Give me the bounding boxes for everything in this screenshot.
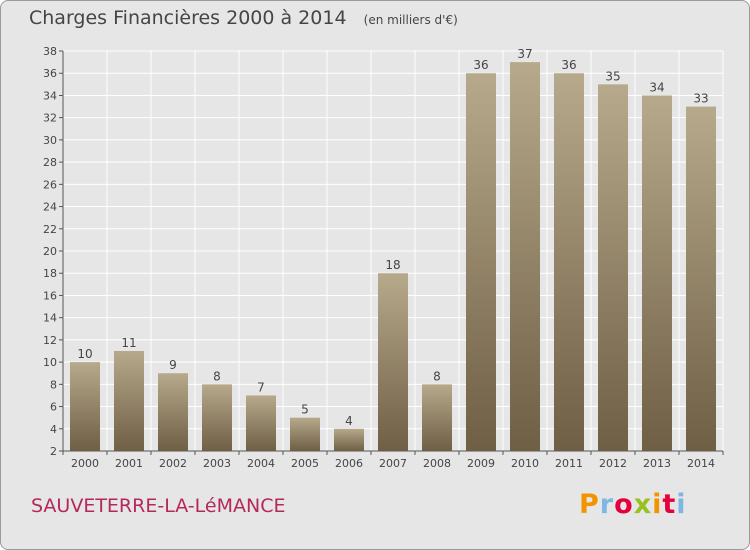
y-tick-label: 20: [43, 245, 57, 258]
x-tick-label: 2010: [511, 457, 539, 470]
bar: [202, 384, 232, 451]
y-tick-label: 18: [43, 267, 57, 280]
logo-letter: P: [579, 489, 600, 520]
x-tick-label: 2001: [115, 457, 143, 470]
y-tick-label: 26: [43, 178, 57, 191]
y-tick-label: 28: [43, 156, 57, 169]
title-row: Charges Financières 2000 à 2014 (en mill…: [29, 7, 458, 29]
data-label: 8: [433, 369, 441, 383]
logo-letter: x: [633, 489, 653, 520]
data-label: 35: [605, 69, 620, 83]
commune-name: SAUVETERRE-LA-LéMANCE: [31, 495, 286, 517]
y-tick-label: 2: [50, 445, 57, 458]
logo-letter: o: [614, 489, 634, 520]
x-tick-label: 2002: [159, 457, 187, 470]
x-tick-label: 2014: [687, 457, 715, 470]
logo-letter: r: [599, 489, 615, 520]
x-tick-label: 2004: [247, 457, 275, 470]
y-tick-label: 30: [43, 134, 57, 147]
bar: [246, 395, 276, 451]
data-label: 5: [301, 403, 309, 417]
y-tick-label: 36: [43, 67, 57, 80]
bar: [290, 417, 320, 451]
y-tick-label: 38: [43, 45, 57, 58]
bar: [466, 73, 496, 451]
data-label: 37: [517, 47, 532, 61]
bar: [642, 95, 672, 451]
chart-subtitle: (en milliers d'€): [363, 13, 458, 27]
data-label: 9: [169, 358, 177, 372]
bar: [378, 273, 408, 451]
x-tick-label: 2000: [71, 457, 99, 470]
y-tick-label: 22: [43, 223, 57, 236]
bar: [554, 73, 584, 451]
y-tick-label: 34: [43, 89, 57, 102]
y-tick-label: 16: [43, 289, 57, 302]
x-tick-label: 2003: [203, 457, 231, 470]
y-tick-label: 12: [43, 334, 57, 347]
bar: [114, 351, 144, 451]
labels: 2468101214161820222426283032343638102000…: [43, 45, 715, 470]
y-tick-label: 4: [50, 423, 57, 436]
y-tick-label: 24: [43, 201, 57, 214]
y-tick-label: 8: [50, 378, 57, 391]
y-tick-label: 32: [43, 112, 57, 125]
data-label: 18: [385, 258, 400, 272]
bar: [598, 84, 628, 451]
proxiti-logo[interactable]: Proxiti: [579, 489, 687, 520]
data-label: 10: [77, 347, 92, 361]
data-label: 11: [121, 336, 136, 350]
data-label: 7: [257, 380, 265, 394]
bar: [334, 428, 364, 451]
y-tick-label: 10: [43, 356, 57, 369]
x-tick-label: 2012: [599, 457, 627, 470]
data-label: 4: [345, 414, 353, 428]
logo-letter: i: [652, 489, 663, 520]
x-tick-label: 2008: [423, 457, 451, 470]
x-tick-label: 2005: [291, 457, 319, 470]
data-label: 34: [649, 80, 664, 94]
x-tick-label: 2007: [379, 457, 407, 470]
x-tick-label: 2009: [467, 457, 495, 470]
bar: [686, 106, 716, 452]
bar: [422, 384, 452, 451]
data-label: 36: [561, 58, 576, 72]
data-label: 36: [473, 58, 488, 72]
x-tick-label: 2011: [555, 457, 583, 470]
bar: [158, 373, 188, 451]
chart-title: Charges Financières 2000 à 2014: [29, 7, 347, 29]
bar: [70, 362, 100, 451]
logo-letter: t: [662, 489, 677, 520]
x-tick-label: 2013: [643, 457, 671, 470]
data-label: 33: [693, 92, 708, 106]
bar: [510, 62, 540, 451]
y-tick-label: 6: [50, 401, 57, 414]
logo-letter: i: [676, 489, 687, 520]
y-tick-label: 14: [43, 312, 57, 325]
x-tick-label: 2006: [335, 457, 363, 470]
bars: [70, 62, 716, 452]
data-label: 8: [213, 369, 221, 383]
